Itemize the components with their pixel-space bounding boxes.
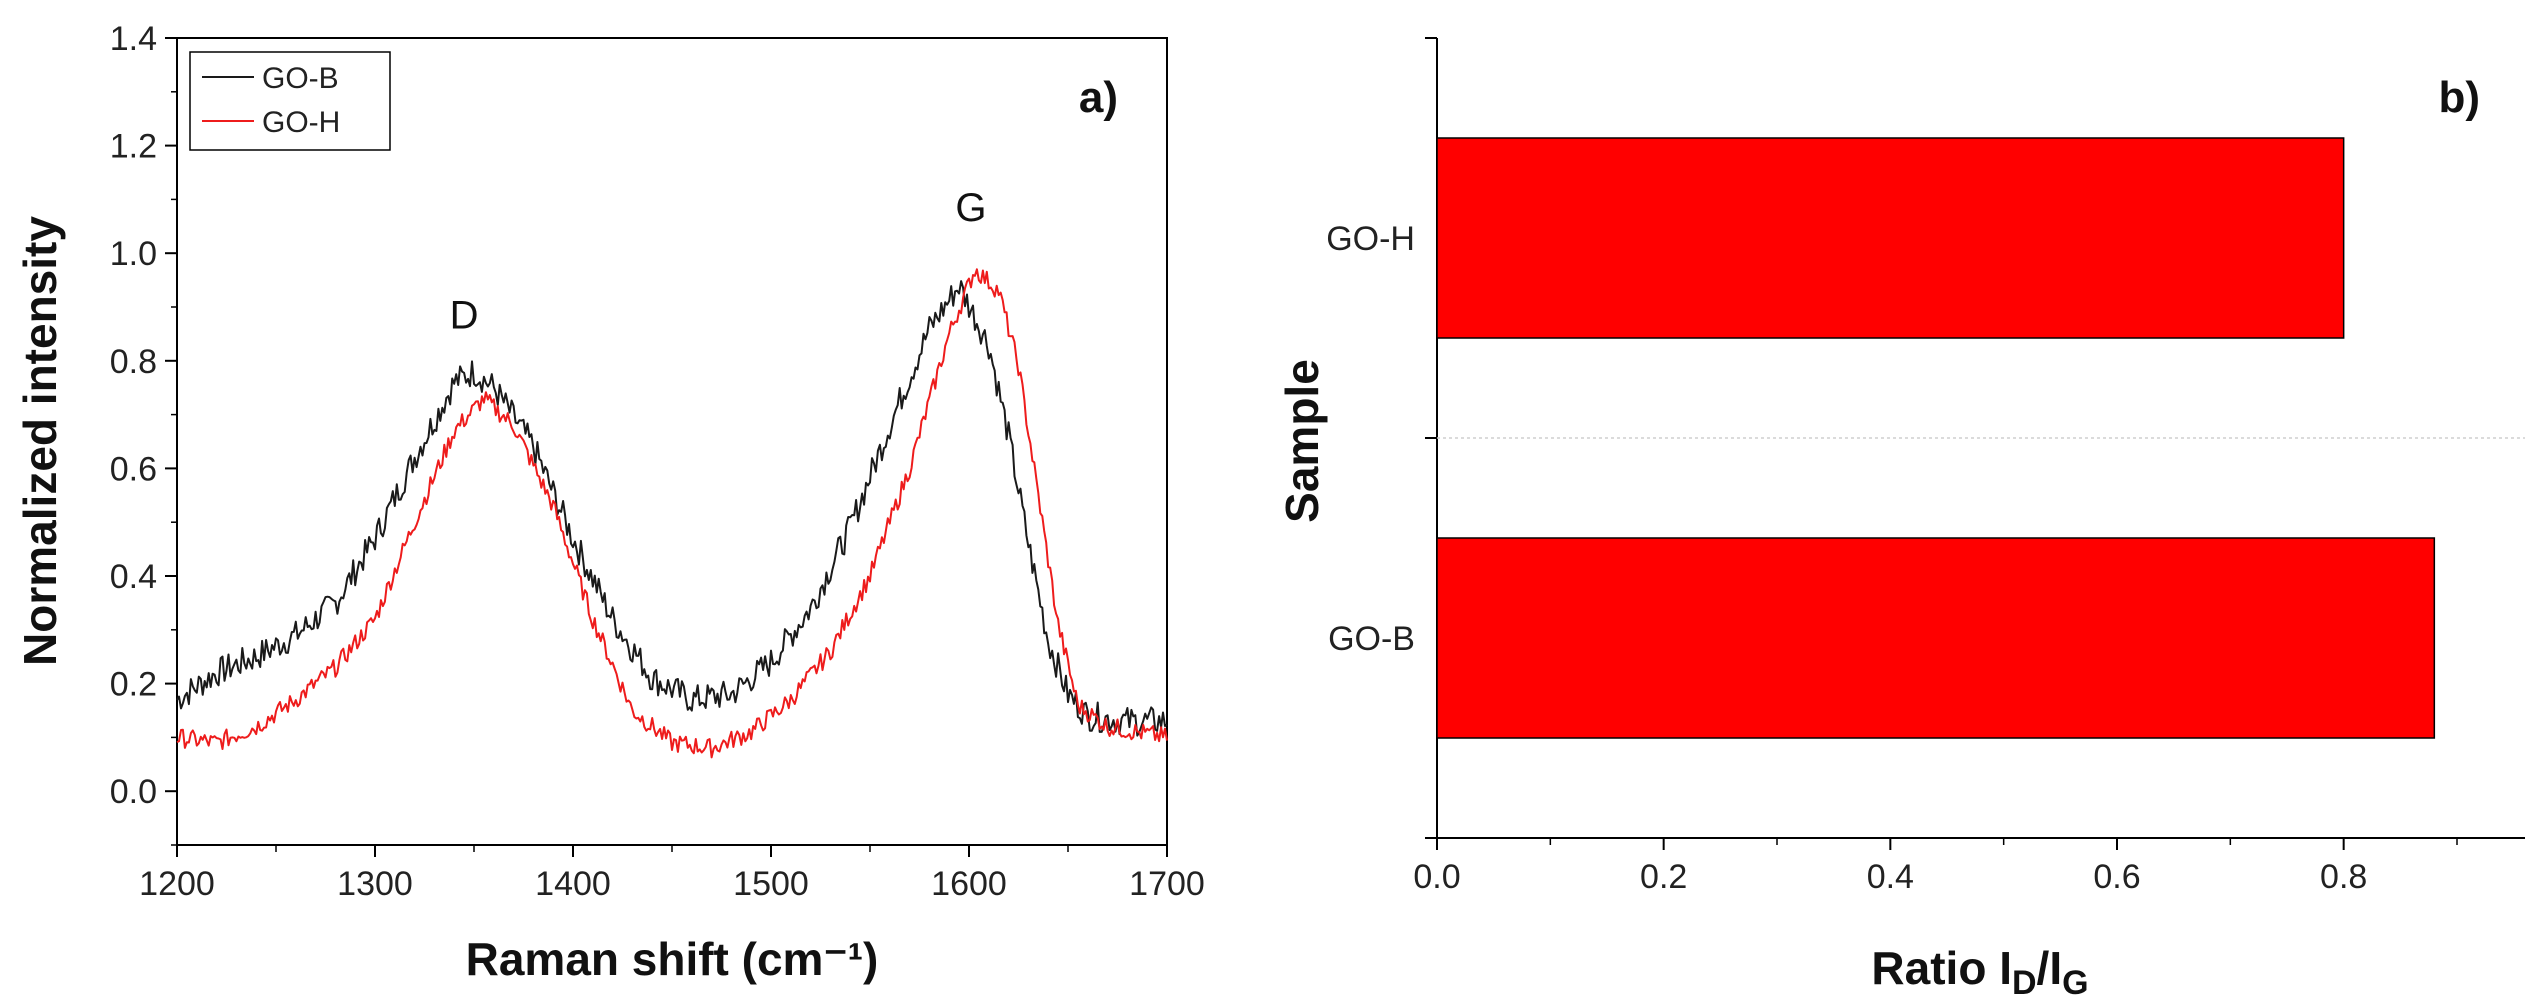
panel-label-b: b) — [2438, 73, 2480, 122]
x-tick-label: 0.4 — [1867, 858, 1914, 896]
x-tick-label: 1500 — [733, 865, 809, 903]
legend-label-go-h: GO-H — [262, 106, 340, 139]
x-tick-label: 1400 — [535, 865, 611, 903]
x-tick-label: 1200 — [139, 865, 215, 903]
panel-label-a: a) — [1079, 73, 1118, 122]
peak-label-g: G — [955, 186, 986, 230]
y-tick-label: 0.8 — [110, 343, 157, 381]
bar-go-b — [1436, 537, 2436, 739]
raman-spectrum-chart: 0.0 0.2 0.4 0.6 0.8 1.0 1.2 1.4 1200 1300 1400 150… — [14, 20, 1205, 985]
y-tick-label: 0.4 — [110, 558, 157, 596]
x-axis-title-b-slash: /I — [2037, 942, 2063, 994]
x-tick-label: 0.2 — [1640, 858, 1687, 896]
x-tick-label: 0.6 — [2093, 858, 2140, 896]
x-tick-label: 1300 — [337, 865, 413, 903]
x-axis-title-b-main: Ratio I — [1871, 942, 2012, 994]
y-category-label: GO-H — [1326, 220, 1415, 258]
y-tick-label: 1.2 — [110, 128, 157, 166]
id-ig-ratio-chart: GO-HGO-B 0.0 0.2 0.4 0.6 0.8 b) Ratio ID/IG … — [1276, 37, 2525, 1001]
series-line-go-b — [176, 280, 1168, 737]
y-tick-label: 0.6 — [110, 450, 157, 488]
x-axis-title-a: Raman shift (cm⁻¹) — [466, 933, 879, 985]
legend: GO-B GO-H — [189, 51, 391, 151]
plot-frame-a — [176, 37, 1168, 846]
x-axis-title-b-sub-g: G — [2062, 964, 2088, 1001]
legend-label-go-b: GO-B — [262, 62, 339, 95]
series-line-go-h — [176, 268, 1168, 759]
y-tick-label: 0.0 — [110, 773, 157, 811]
peak-label-d: D — [450, 294, 479, 338]
x-tick-label: 1600 — [931, 865, 1007, 903]
y-tick-label: 1.4 — [110, 20, 157, 58]
bar-go-h — [1436, 137, 2345, 339]
x-axis-title-b-sub-d: D — [2012, 964, 2037, 1001]
x-tick-label: 0.8 — [2320, 858, 2367, 896]
y-tick-label: 1.0 — [110, 235, 157, 273]
x-tick-label: 0.0 — [1413, 858, 1460, 896]
y-category-label: GO-B — [1328, 620, 1415, 658]
y-axis-title-a: Normalized intensity — [14, 216, 66, 666]
x-axis-title-b: Ratio ID/IG — [1871, 942, 2088, 1001]
y-axis-title-b: Sample — [1276, 359, 1328, 523]
legend-box — [189, 51, 391, 151]
y-tick-label: 0.2 — [110, 666, 157, 704]
x-tick-label: 1700 — [1129, 865, 1205, 903]
